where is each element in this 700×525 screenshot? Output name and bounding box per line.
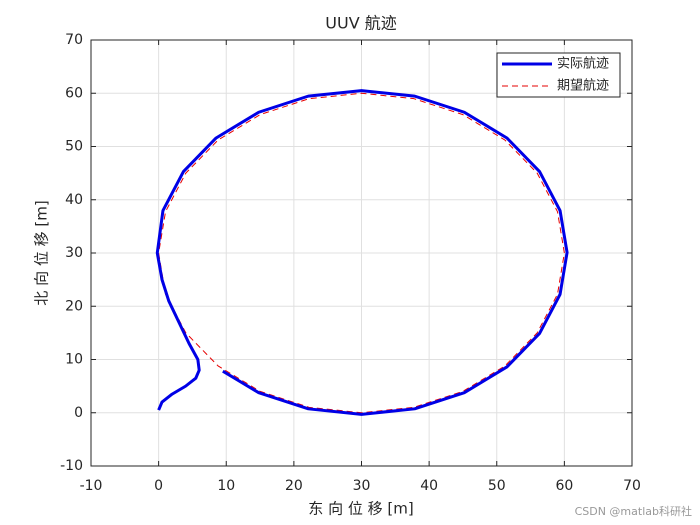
y-tick-label: 10	[65, 352, 83, 368]
legend-box	[496, 52, 621, 98]
x-tick-label: 60	[555, 478, 573, 494]
legend-label: 期望航迹	[557, 78, 609, 94]
x-axis-label: 东 向 位 移 [m]	[308, 500, 413, 518]
plot-frame	[90, 39, 633, 467]
x-tick-label: 10	[217, 478, 235, 494]
watermark: CSDN @matlab科研社	[575, 504, 692, 518]
chart-title: UUV 航迹	[325, 14, 396, 33]
y-axis-label: 北 向 位 移 [m]	[33, 200, 51, 305]
y-tick-label: 70	[65, 32, 83, 48]
x-tick-label: 20	[285, 478, 303, 494]
series-line	[155, 89, 569, 416]
x-tick-label: -10	[80, 478, 103, 494]
y-tick-label: 60	[65, 85, 83, 101]
x-tick-label: 50	[488, 478, 506, 494]
x-tick-label: 30	[353, 478, 371, 494]
x-tick-label: 40	[420, 478, 438, 494]
x-tick-label: 70	[623, 478, 641, 494]
series-line	[158, 92, 565, 414]
y-tick-label: 40	[65, 192, 83, 208]
x-tick-label: 0	[154, 478, 163, 494]
y-tick-label: 0	[74, 405, 83, 421]
y-tick-label: -10	[60, 458, 83, 474]
y-tick-label: 50	[65, 139, 83, 155]
y-tick-label: 30	[65, 245, 83, 261]
legend-label: 实际航迹	[557, 56, 609, 72]
y-tick-label: 20	[65, 298, 83, 314]
